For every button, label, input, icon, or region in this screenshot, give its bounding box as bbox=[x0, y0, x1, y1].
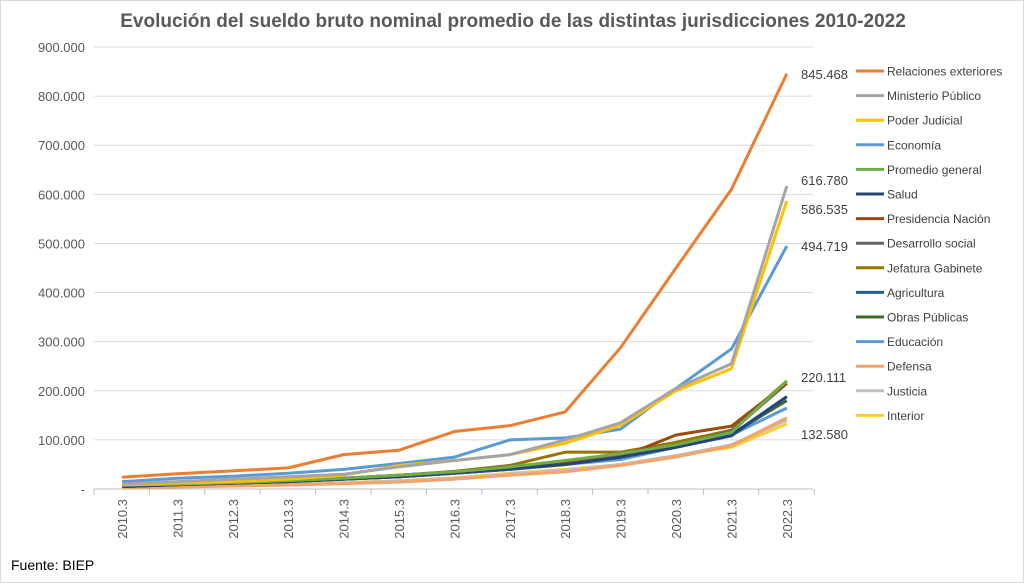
x-tick-label: 2018.3 bbox=[558, 499, 573, 539]
data-label: 132.580 bbox=[801, 427, 848, 442]
source-note: Fuente: BIEP bbox=[11, 557, 95, 573]
legend-item: Relaciones exteriores bbox=[887, 65, 1002, 79]
y-tick-label: - bbox=[81, 482, 85, 497]
x-tick-label: 2017.3 bbox=[503, 499, 518, 539]
data-label: 586.535 bbox=[801, 202, 848, 217]
data-label: 616.780 bbox=[801, 173, 848, 188]
x-tick-label: 2011.3 bbox=[170, 499, 185, 538]
data-label: 845.468 bbox=[801, 67, 848, 82]
series-line-defensa bbox=[121, 416, 788, 490]
legend-item: Agricultura bbox=[887, 286, 945, 300]
legend-item: Defensa bbox=[887, 360, 932, 374]
legend-item: Obras Públicas bbox=[887, 311, 968, 325]
legend-item: Desarrollo social bbox=[887, 237, 976, 251]
legend-item: Promedio general bbox=[887, 163, 982, 177]
series-line-ministerio-público bbox=[121, 185, 789, 486]
legend-item: Economía bbox=[887, 138, 941, 152]
legend-item: Ministerio Público bbox=[887, 89, 981, 103]
chart-title: Evolución del sueldo bruto nominal prome… bbox=[120, 11, 906, 32]
y-tick-label: 100.000 bbox=[38, 433, 85, 448]
x-tick-label: 2022.3 bbox=[780, 499, 795, 539]
x-tick-label: 2019.3 bbox=[614, 499, 629, 539]
x-tick-label: 2010.3 bbox=[115, 499, 130, 539]
y-tick-label: 800.000 bbox=[38, 89, 85, 104]
legend-item: Jefatura Gabinete bbox=[887, 261, 983, 275]
y-tick-label: 200.000 bbox=[38, 384, 85, 399]
y-tick-label: 600.000 bbox=[38, 187, 85, 202]
data-label: 494.719 bbox=[801, 239, 848, 254]
legend-item: Educación bbox=[887, 335, 943, 349]
x-tick-label: 2012.3 bbox=[226, 499, 241, 539]
x-tick-label: 2021.3 bbox=[724, 499, 739, 539]
legend-item: Interior bbox=[887, 409, 924, 423]
data-label: 220.111 bbox=[801, 370, 846, 385]
legend-item: Salud bbox=[887, 188, 918, 202]
y-tick-label: 300.000 bbox=[38, 335, 85, 350]
series-line-relaciones-exteriores bbox=[121, 73, 789, 479]
x-tick-label: 2015.3 bbox=[392, 499, 407, 539]
x-tick-label: 2016.3 bbox=[447, 499, 462, 539]
legend-item: Poder Judicial bbox=[887, 114, 962, 128]
y-tick-label: 500.000 bbox=[38, 236, 85, 251]
x-tick-label: 2014.3 bbox=[337, 499, 352, 539]
x-tick-label: 2020.3 bbox=[669, 499, 684, 539]
y-tick-label: 700.000 bbox=[38, 138, 85, 153]
legend-item: Presidencia Nación bbox=[887, 212, 990, 226]
y-tick-label: 400.000 bbox=[38, 286, 85, 301]
y-tick-label: 900.000 bbox=[38, 40, 85, 55]
legend-item: Justicia bbox=[887, 384, 927, 398]
x-tick-label: 2013.3 bbox=[281, 499, 296, 539]
